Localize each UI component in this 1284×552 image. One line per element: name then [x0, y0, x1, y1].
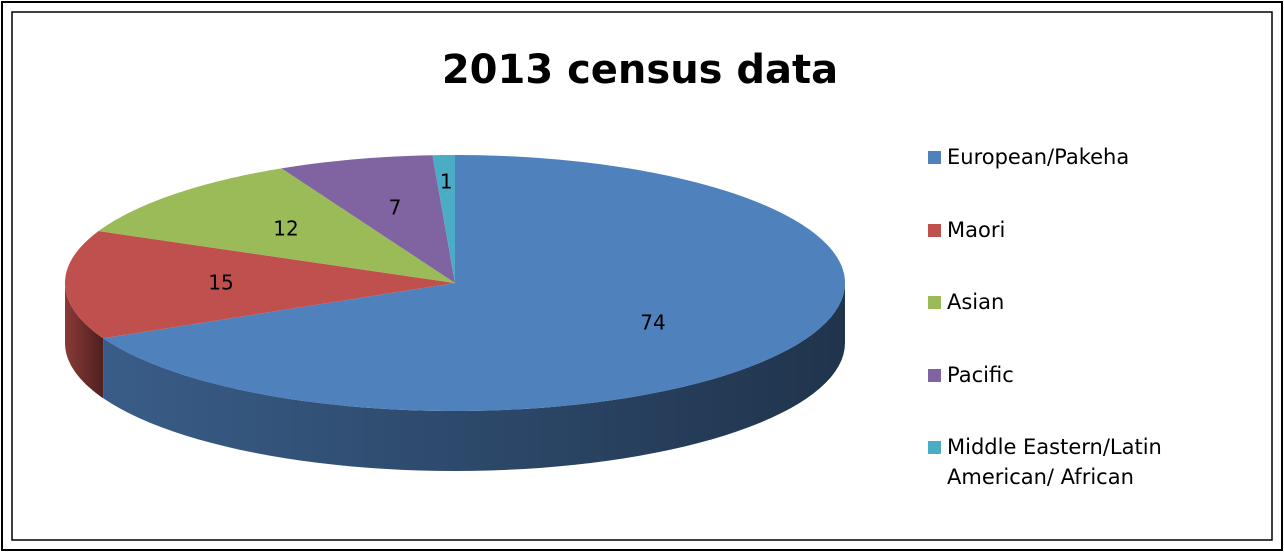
legend-swatch [928, 441, 941, 454]
slice [432, 155, 455, 283]
slice [281, 155, 455, 283]
slice [98, 168, 456, 283]
legend-entry: Asian [928, 287, 1248, 360]
legend-label: European/Pakeha [947, 145, 1130, 169]
data-label: 12 [273, 216, 298, 240]
data-label: 74 [640, 310, 665, 334]
data-label: 1 [440, 170, 453, 194]
legend-swatch [928, 223, 941, 237]
legend-entry: Pacific [928, 360, 1248, 433]
pie: 74 15 12 7 1 [65, 155, 845, 471]
legend-label: Maori [947, 217, 1006, 242]
legend-swatch [928, 151, 941, 164]
slice [65, 231, 455, 339]
slice [103, 155, 845, 411]
inner-frame [11, 11, 1273, 541]
slice-side [65, 283, 104, 399]
legend-entry: Maori [928, 215, 1248, 288]
chart-title: 2013 census data [442, 47, 838, 93]
legend-entry: Middle Eastern/Latin American/ African [928, 432, 1248, 505]
legend-swatch [928, 368, 941, 382]
data-label: 7 [389, 195, 402, 219]
legend-swatch [928, 296, 941, 309]
data-label: 15 [208, 271, 233, 295]
legend-label: Middle Eastern/Latin American/ African [947, 435, 1162, 489]
legend-entry: European/Pakeha [928, 142, 1248, 215]
legend: European/Pakeha Maori Asian Pacific Middle E… [928, 142, 1248, 505]
slice-side [103, 283, 845, 471]
legend-label: Pacific [947, 362, 1014, 387]
slice-sides [65, 283, 845, 471]
legend-label: Asian [947, 290, 1005, 314]
